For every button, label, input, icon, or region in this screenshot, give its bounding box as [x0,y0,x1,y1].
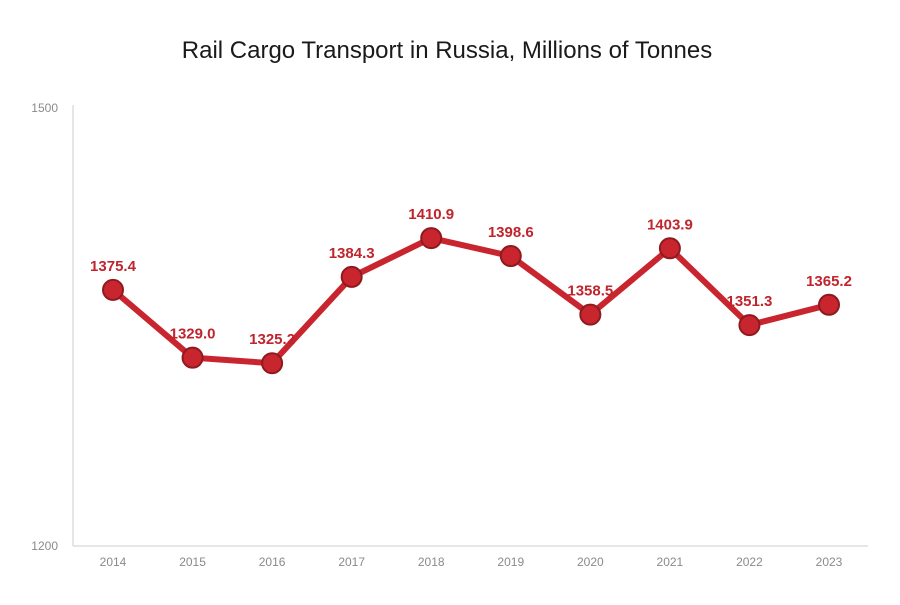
data-point [340,265,363,288]
x-tick-label: 2021 [657,555,684,569]
x-tick-label: 2020 [577,555,604,569]
x-tick-label: 2015 [179,555,206,569]
data-label: 1358.5 [567,283,613,300]
data-point [261,352,284,375]
data-label: 1329.0 [170,326,216,343]
x-tick-label: 2019 [497,555,524,569]
y-tick-label: 1500 [31,101,58,115]
data-label: 1365.2 [806,273,852,290]
x-tick-label: 2016 [259,555,286,569]
series-line [110,235,832,367]
data-label: 1410.9 [408,206,454,223]
data-label: 1403.9 [647,216,693,233]
data-point [738,314,761,337]
data-label: 1351.3 [726,293,772,310]
data-label: 1384.3 [329,245,375,262]
data-label: 1398.6 [488,224,534,241]
data-label: 1375.4 [90,258,137,275]
x-tick-label: 2017 [338,555,365,569]
data-point [102,278,124,301]
y-tick-labels: 1200 1500 [31,101,58,553]
data-point [658,237,681,260]
x-tick-labels: 2014 2015 2016 2017 2018 2019 2020 2021 2022 2023 [100,555,843,569]
data-labels: 1375.4 1329.0 1325.2 1384.3 1410.9 1398.6 1358… [90,206,852,348]
data-point [818,293,840,316]
x-tick-label: 2023 [816,555,843,569]
data-point [420,227,443,250]
chart-title: Rail Cargo Transport in Russia, Millions… [182,37,712,64]
data-points [102,227,840,375]
data-label: 1325.2 [249,331,295,348]
y-tick-label: 1200 [31,539,58,553]
data-point [181,346,204,369]
x-tick-label: 2014 [100,555,127,569]
x-tick-label: 2022 [736,555,763,569]
x-tick-label: 2018 [418,555,445,569]
data-point [499,245,522,268]
data-point [579,303,602,326]
